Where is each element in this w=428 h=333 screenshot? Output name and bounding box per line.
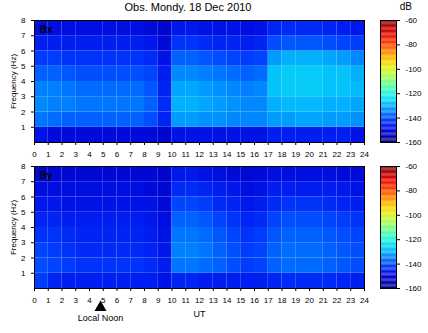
html-text:dB: dB — [399, 1, 412, 12]
svg-text:-60: -60 — [406, 162, 418, 171]
svg-text:16: 16 — [250, 150, 259, 159]
svg-text:5: 5 — [101, 296, 106, 306]
svg-text:11: 11 — [182, 150, 191, 159]
svg-text:-140: -140 — [406, 114, 423, 123]
svg-text:-120: -120 — [406, 89, 423, 98]
svg-text:9: 9 — [156, 296, 161, 305]
svg-text:22: 22 — [333, 150, 342, 159]
svg-text:By: By — [40, 170, 53, 181]
svg-text:-160: -160 — [406, 138, 423, 147]
svg-text:23: 23 — [346, 296, 355, 305]
svg-text:-80: -80 — [406, 186, 418, 195]
svg-text:1: 1 — [46, 296, 51, 305]
svg-text:Frequency (Hz): Frequency (Hz) — [9, 200, 18, 255]
svg-text:7: 7 — [129, 150, 134, 159]
svg-text:2: 2 — [21, 108, 26, 117]
svg-text:2: 2 — [60, 296, 65, 305]
svg-text:Frequency (Hz): Frequency (Hz) — [9, 54, 18, 109]
svg-text:3: 3 — [21, 92, 26, 101]
svg-text:-60: -60 — [406, 16, 418, 25]
html-text:Obs. Mondy. 18 Dec 2010: Obs. Mondy. 18 Dec 2010 — [124, 1, 252, 13]
svg-text:24: 24 — [360, 150, 369, 159]
svg-text:20: 20 — [305, 296, 314, 305]
svg-text:19: 19 — [291, 296, 300, 305]
svg-text:8: 8 — [142, 150, 147, 159]
svg-text:-100: -100 — [406, 65, 423, 74]
svg-text:16: 16 — [250, 296, 259, 305]
svg-text:3: 3 — [74, 150, 79, 159]
svg-text:21: 21 — [319, 150, 328, 159]
svg-text:0: 0 — [32, 296, 37, 305]
svg-text:-80: -80 — [406, 40, 418, 49]
svg-text:17: 17 — [264, 150, 273, 159]
svg-text:22: 22 — [333, 296, 342, 305]
svg-text:0: 0 — [32, 150, 37, 159]
svg-text:-140: -140 — [406, 260, 423, 269]
svg-text:17: 17 — [264, 296, 273, 305]
svg-text:10: 10 — [168, 296, 177, 305]
svg-text:6: 6 — [115, 150, 120, 159]
svg-text:7: 7 — [21, 31, 26, 40]
svg-text:7: 7 — [21, 177, 26, 186]
svg-text:-160: -160 — [406, 284, 423, 293]
svg-text:18: 18 — [278, 296, 287, 305]
svg-text:14: 14 — [223, 296, 232, 305]
svg-text:13: 13 — [209, 296, 218, 305]
svg-text:5: 5 — [101, 150, 106, 159]
svg-text:-100: -100 — [406, 211, 423, 220]
svg-text:13: 13 — [209, 150, 218, 159]
svg-text:6: 6 — [21, 47, 26, 56]
svg-text:-120: -120 — [406, 235, 423, 244]
svg-text:15: 15 — [236, 150, 245, 159]
svg-text:3: 3 — [21, 238, 26, 247]
svg-text:4: 4 — [87, 150, 92, 159]
svg-text:12: 12 — [195, 150, 204, 159]
svg-text:Local Noon: Local Noon — [78, 313, 124, 323]
svg-text:4: 4 — [21, 77, 26, 86]
svg-text:21: 21 — [319, 296, 328, 305]
svg-text:8: 8 — [21, 16, 26, 25]
svg-text:23: 23 — [346, 150, 355, 159]
svg-text:9: 9 — [156, 150, 161, 159]
svg-text:14: 14 — [223, 150, 232, 159]
svg-text:8: 8 — [142, 296, 147, 305]
svg-text:18: 18 — [278, 150, 287, 159]
svg-text:12: 12 — [195, 296, 204, 305]
svg-text:2: 2 — [21, 254, 26, 263]
svg-text:2: 2 — [60, 150, 65, 159]
svg-text:19: 19 — [291, 150, 300, 159]
svg-text:5: 5 — [21, 208, 26, 217]
svg-text:5: 5 — [21, 62, 26, 71]
svg-text:6: 6 — [21, 193, 26, 202]
svg-text:3: 3 — [74, 296, 79, 305]
svg-text:4: 4 — [87, 296, 92, 305]
svg-text:24: 24 — [360, 296, 369, 305]
svg-text:Bx: Bx — [40, 24, 53, 35]
svg-text:4: 4 — [21, 223, 26, 232]
svg-text:8: 8 — [21, 162, 26, 171]
svg-text:UT: UT — [194, 309, 206, 319]
svg-text:20: 20 — [305, 150, 314, 159]
svg-text:1: 1 — [21, 269, 26, 278]
svg-text:1: 1 — [46, 150, 51, 159]
svg-text:1: 1 — [21, 123, 26, 132]
svg-text:11: 11 — [182, 296, 191, 305]
svg-text:7: 7 — [129, 296, 134, 305]
svg-text:10: 10 — [168, 150, 177, 159]
svg-text:6: 6 — [115, 296, 120, 305]
svg-text:15: 15 — [236, 296, 245, 305]
